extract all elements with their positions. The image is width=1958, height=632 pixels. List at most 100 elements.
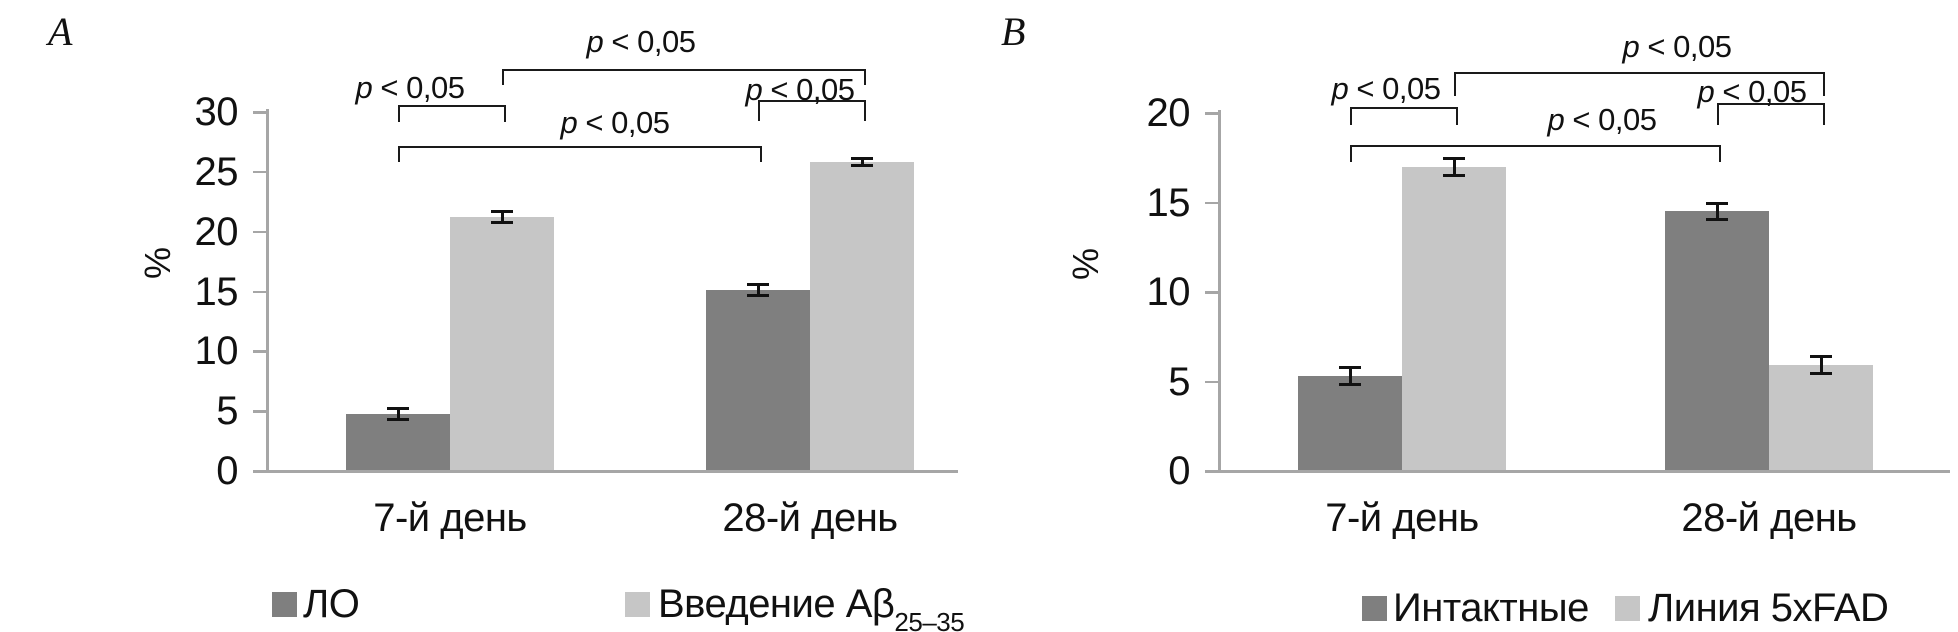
significance-label: p < 0,05 xyxy=(1698,75,1807,109)
y-axis-line xyxy=(1218,110,1221,471)
error-bar-line xyxy=(500,211,504,224)
p-value-text: < 0,05 xyxy=(1714,74,1807,109)
error-bar-line xyxy=(1715,202,1719,221)
error-bar-line xyxy=(396,407,400,420)
bar xyxy=(706,290,810,471)
error-bar-cap xyxy=(491,221,513,225)
legend-label-subscript: 25–35 xyxy=(894,607,965,632)
y-tick xyxy=(253,410,266,413)
y-tick-label: 20 xyxy=(194,209,239,254)
error-bar-line xyxy=(1819,356,1823,375)
legend-label-text: Линия 5xFAD xyxy=(1648,586,1889,630)
significance-bracket xyxy=(1454,72,1825,96)
legend-swatch xyxy=(1615,596,1640,621)
significance-bracket xyxy=(398,146,762,162)
error-bar-line xyxy=(860,158,864,167)
y-tick xyxy=(253,170,266,174)
p-value-text: < 0,05 xyxy=(1639,29,1732,64)
panel-b-letter: B xyxy=(1001,9,1026,54)
y-tick xyxy=(1205,291,1218,294)
y-tick xyxy=(253,290,266,293)
y-tick-label: 15 xyxy=(194,269,239,314)
error-bar-cap xyxy=(1443,173,1465,177)
error-bar-line xyxy=(1348,367,1352,386)
significance-label: p < 0,05 xyxy=(587,25,696,59)
legend-swatch xyxy=(1362,596,1387,621)
p-italic: p xyxy=(1622,29,1640,64)
legend-label-text: Введение Aβ xyxy=(658,582,895,626)
bar xyxy=(1665,211,1769,471)
y-tick-label: 10 xyxy=(1146,270,1191,314)
x-category-label: 7-й день xyxy=(373,496,527,540)
y-tick-label: 30 xyxy=(194,90,239,134)
p-value-text: < 0,05 xyxy=(577,105,670,140)
error-bar-cap xyxy=(851,157,873,161)
y-tick-label: 10 xyxy=(194,329,239,374)
error-bar-cap xyxy=(1443,156,1465,160)
y-tick xyxy=(253,350,266,353)
p-italic: p xyxy=(355,70,373,105)
bar xyxy=(1769,365,1873,471)
legend-label: Интактные xyxy=(1393,587,1589,629)
p-italic: p xyxy=(745,72,763,107)
bar xyxy=(346,413,450,471)
p-italic: p xyxy=(1547,102,1565,137)
significance-bracket xyxy=(1350,107,1458,125)
y-tick-label: 15 xyxy=(1146,180,1191,225)
x-axis-line xyxy=(266,469,958,473)
y-tick xyxy=(1205,380,1218,383)
p-value-text: < 0,05 xyxy=(372,70,465,105)
legend-label-text: Интактные xyxy=(1393,586,1589,630)
legend-label: Введение Aβ25–35 xyxy=(658,582,965,632)
y-tick-label: 5 xyxy=(1168,359,1190,404)
error-bar-cap xyxy=(387,406,409,410)
p-italic: p xyxy=(586,24,604,59)
y-tick-label: 20 xyxy=(1146,91,1191,135)
p-value-text: < 0,05 xyxy=(1348,71,1441,106)
legend-swatch xyxy=(272,592,297,617)
error-bar-cap xyxy=(1810,355,1832,359)
y-tick-label: 25 xyxy=(194,149,239,194)
bar xyxy=(450,217,554,471)
significance-bracket xyxy=(398,105,506,122)
legend-label: Линия 5xFAD xyxy=(1648,586,1889,630)
error-bar-cap xyxy=(747,283,769,287)
significance-label: p < 0,05 xyxy=(1332,72,1441,106)
significance-bracket xyxy=(758,100,866,121)
significance-bracket xyxy=(1350,145,1721,162)
significance-label: p < 0,05 xyxy=(561,106,670,140)
error-bar-line xyxy=(1452,157,1456,176)
p-italic: p xyxy=(1697,74,1715,109)
error-bar-cap xyxy=(387,417,409,421)
p-italic: p xyxy=(1331,71,1349,106)
x-category-label: 28-й день xyxy=(1681,496,1857,540)
panel-a-letter: A xyxy=(48,9,73,54)
error-bar-cap xyxy=(1706,201,1728,205)
significance-label: p < 0,05 xyxy=(746,73,855,107)
y-tick xyxy=(1205,112,1218,115)
x-category-label: 28-й день xyxy=(722,496,898,540)
p-italic: p xyxy=(560,105,578,140)
y-tick xyxy=(253,470,266,473)
y-tick xyxy=(1205,201,1218,204)
p-value-text: < 0,05 xyxy=(1564,102,1657,137)
error-bar-cap xyxy=(491,210,513,214)
legend-label-text: ЛО xyxy=(303,582,360,626)
error-bar-cap xyxy=(1706,218,1728,222)
bar xyxy=(810,162,914,471)
y-tick xyxy=(253,111,266,114)
y-tick-label: 0 xyxy=(1168,449,1190,493)
error-bar-line xyxy=(756,284,760,297)
x-axis-line xyxy=(1218,469,1950,473)
y-tick-label: 5 xyxy=(216,389,238,434)
x-category-label: 7-й день xyxy=(1325,496,1479,540)
error-bar-cap xyxy=(851,164,873,168)
error-bar-cap xyxy=(1339,383,1361,387)
y-tick-label: 0 xyxy=(216,449,238,493)
significance-bracket xyxy=(1717,103,1825,125)
significance-label: p < 0,05 xyxy=(1623,30,1732,64)
p-value-text: < 0,05 xyxy=(603,24,696,59)
legend-label: ЛО xyxy=(303,582,360,626)
